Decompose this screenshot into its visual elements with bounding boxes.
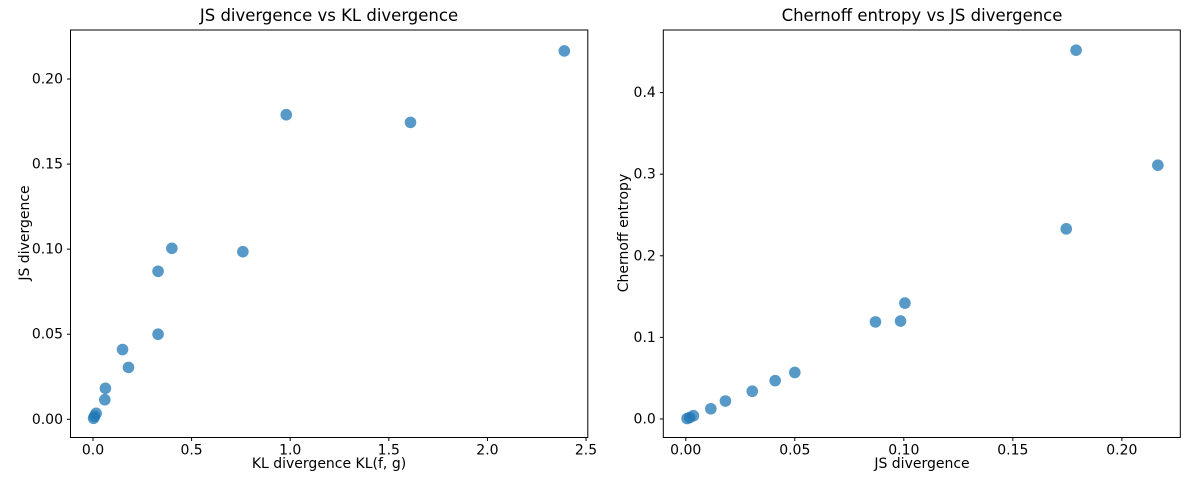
x-tick-label: 0.0 <box>82 443 104 459</box>
data-point <box>404 116 417 129</box>
x-tick-label: 2.0 <box>476 443 498 459</box>
y-tick-label: 0.2 <box>634 248 656 264</box>
left-y-axis-label: JS divergence <box>17 185 33 281</box>
right-axes: 0.00 0.05 0.10 0.15 0.20 0.0 0.1 0.2 0.3 0.4 <box>634 29 1181 459</box>
data-point <box>152 328 164 341</box>
y-tick-label: 0.00 <box>32 412 63 428</box>
right-chart-title: Chernoff entropy vs JS divergence <box>781 6 1063 25</box>
data-point <box>116 343 129 356</box>
data-point <box>99 382 112 395</box>
data-point <box>166 242 178 255</box>
data-point <box>1152 159 1164 172</box>
data-point <box>237 245 249 258</box>
data-point <box>99 393 111 406</box>
left-axes: 0.0 0.5 1.0 1.5 2.0 2.5 0.00 0.05 0.10 0.15 0.20 <box>32 29 597 459</box>
y-tick-label: 0.0 <box>634 411 656 427</box>
data-point <box>90 407 102 420</box>
y-tick-label: 0.3 <box>634 167 656 183</box>
y-tick-label: 0.20 <box>32 71 63 87</box>
data-point <box>1060 223 1073 235</box>
x-tick-label: 2.5 <box>575 443 597 459</box>
y-tick-label: 0.15 <box>32 157 63 173</box>
data-point <box>1070 44 1082 56</box>
left-chart-title: JS divergence vs KL divergence <box>199 6 459 25</box>
x-tick-label: 1.5 <box>378 443 400 459</box>
x-tick-label: 0.05 <box>779 443 810 459</box>
right-x-axis-label: JS divergence <box>874 456 970 472</box>
x-tick-label: 0.00 <box>670 443 701 459</box>
x-tick-label: 0.10 <box>888 443 919 459</box>
y-tick-label: 0.05 <box>32 327 63 343</box>
x-tick-label: 0.5 <box>180 443 202 459</box>
x-tick-label: 0.15 <box>997 443 1028 459</box>
data-point <box>280 108 293 121</box>
data-point <box>899 297 911 309</box>
data-point <box>152 265 164 278</box>
y-tick-label: 0.10 <box>32 242 63 258</box>
data-point <box>769 374 781 387</box>
x-tick-label: 1.0 <box>279 443 301 459</box>
data-point <box>788 366 801 379</box>
y-tick-label: 0.4 <box>634 85 656 101</box>
plot-frame <box>70 29 589 438</box>
y-tick-label: 0.1 <box>634 330 656 346</box>
data-point <box>894 315 907 327</box>
x-tick-label: 0.20 <box>1106 443 1137 459</box>
data-point <box>746 385 759 398</box>
data-point <box>719 395 732 407</box>
left-x-axis-label: KL divergence KL(f, g) <box>251 456 407 472</box>
data-point <box>705 402 717 415</box>
right-y-axis-label: Chernoff entropy <box>616 173 632 293</box>
data-point <box>869 316 882 328</box>
plot-frame <box>662 29 1181 438</box>
data-point <box>687 409 700 422</box>
data-point <box>558 45 571 57</box>
data-point <box>122 361 135 374</box>
